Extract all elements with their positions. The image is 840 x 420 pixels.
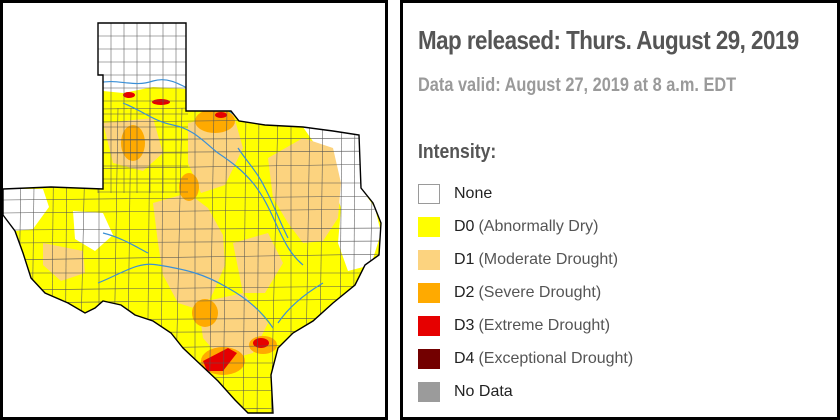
d3-area-red-river-mid (152, 99, 170, 105)
legend-item-none: None (418, 177, 633, 210)
legend-code: D0 (454, 217, 475, 235)
legend-item-d1: D1 (Moderate Drought) (418, 243, 633, 276)
d1-area-west (43, 243, 85, 281)
d3-area-south-texas (203, 348, 237, 371)
d1-area-north-central (188, 113, 243, 193)
d1-area-east-central (268, 138, 341, 243)
d3-area-red-river-west (123, 92, 135, 98)
d2-area-rolling-plains (179, 173, 199, 201)
drought-map-panel (0, 0, 388, 420)
none-area-east (303, 127, 381, 271)
legend-desc: (Extreme Drought) (478, 316, 611, 334)
swatch-d3 (418, 315, 440, 336)
legend-desc: (Severe Drought) (478, 283, 602, 301)
legend-code: D1 (454, 250, 475, 268)
legend-list: None D0 (Abnormally Dry) D1 (Moderate Dr… (418, 177, 633, 408)
swatch-d1 (418, 249, 440, 270)
data-valid-date: Data valid: August 27, 2019 at 8 a.m. ED… (418, 75, 737, 96)
legend-code: D2 (454, 283, 475, 301)
legend-item-d3: D3 (Extreme Drought) (418, 309, 633, 342)
legend-item-d4: D4 (Exceptional Drought) (418, 342, 633, 375)
d2-area-north (121, 125, 145, 161)
swatch-d2 (418, 282, 440, 303)
legend-desc: (Moderate Drought) (478, 250, 619, 268)
rivers (97, 79, 324, 329)
legend-item-no-data: No Data (418, 375, 633, 408)
legend-desc: (Exceptional Drought) (478, 349, 634, 367)
d2-area-hill-country (192, 299, 218, 327)
legend-item-d0: D0 (Abnormally Dry) (418, 210, 633, 243)
legend-item-d2: D2 (Severe Drought) (418, 276, 633, 309)
texas-state-outline (3, 22, 382, 414)
legend-desc: (Abnormally Dry) (478, 217, 599, 235)
legend-code: D4 (454, 349, 475, 367)
legend-code: D3 (454, 316, 475, 334)
intensity-heading: Intensity: (418, 141, 497, 163)
legend-panel: Map released: Thurs. August 29, 2019 Dat… (400, 0, 840, 420)
swatch-no-data (418, 381, 440, 402)
swatch-d0 (418, 216, 440, 237)
map-released-date: Map released: Thurs. August 29, 2019 (418, 25, 799, 55)
d3-area-red-river-east (215, 112, 227, 118)
swatch-d4 (418, 348, 440, 369)
d1-area-central (153, 193, 225, 311)
none-area-panhandle (98, 23, 186, 93)
legend-code: No Data (454, 382, 513, 400)
legend-code: None (454, 184, 493, 202)
d3-area-coastal-bend (253, 338, 269, 348)
swatch-none (418, 183, 440, 204)
texas-drought-map (3, 22, 382, 414)
